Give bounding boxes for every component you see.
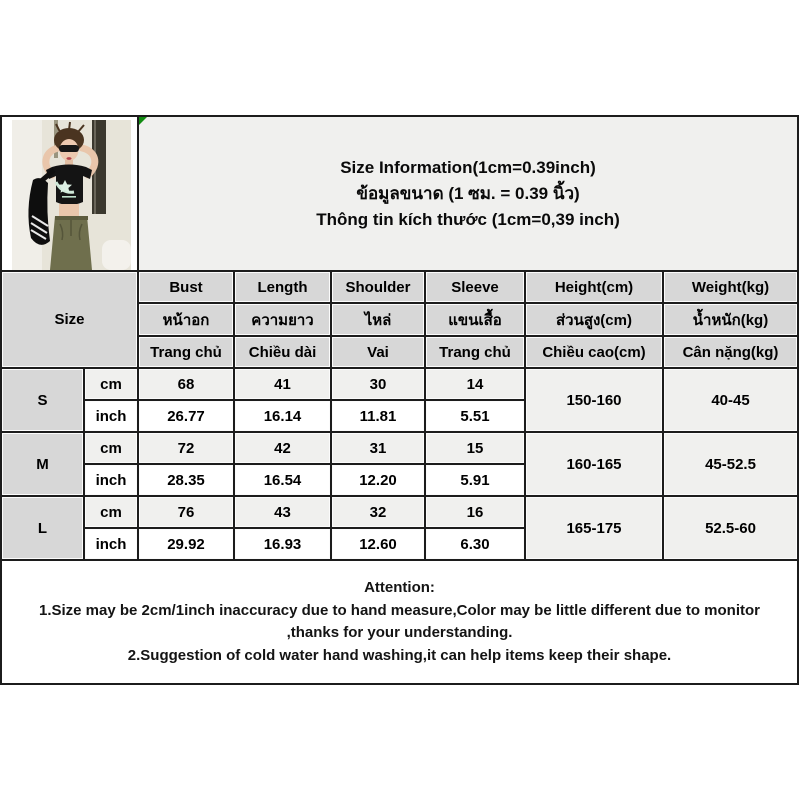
col-bust-th: หน้าอก: [137, 302, 235, 337]
cell-s-shoulder-inch: 11.81: [330, 399, 426, 433]
attention-line-2: 2.Suggestion of cold water hand washing,…: [127, 646, 672, 664]
cell-m-bust-cm: 72: [137, 431, 235, 465]
title-en: Size Information(1cm=0.39inch): [340, 157, 596, 177]
cell-l-sleeve-cm: 16: [424, 495, 526, 529]
col-weight-th: น้ำหนัก(kg): [662, 302, 799, 337]
cell-s-bust-cm: 68: [137, 367, 235, 401]
cell-m-sleeve-cm: 15: [424, 431, 526, 465]
cell-m-height: 160-165: [524, 431, 664, 497]
cell-s-bust-inch: 26.77: [137, 399, 235, 433]
unit-inch-label: inch: [83, 399, 139, 433]
cell-s-sleeve-cm: 14: [424, 367, 526, 401]
cell-m-bust-inch: 28.35: [137, 463, 235, 497]
col-bust-vi: Trang chủ: [137, 335, 235, 369]
row-l-label: L: [0, 495, 85, 561]
col-weight-vi: Cân nặng(kg): [662, 335, 799, 369]
size-table: Size Information(1cm=0.39inch) ข้อมูลขนา…: [0, 115, 799, 685]
unit-inch-label: inch: [83, 463, 139, 497]
title-cell: Size Information(1cm=0.39inch) ข้อมูลขนา…: [137, 115, 799, 272]
col-shoulder-th: ไหล่: [330, 302, 426, 337]
cell-l-length-inch: 16.93: [233, 527, 332, 561]
cell-l-shoulder-inch: 12.60: [330, 527, 426, 561]
col-bust-en: Bust: [137, 270, 235, 304]
col-shoulder-vi: Vai: [330, 335, 426, 369]
unit-cm-label: cm: [83, 367, 139, 401]
col-height-en: Height(cm): [524, 270, 664, 304]
cell-s-shoulder-cm: 30: [330, 367, 426, 401]
size-header: Size: [0, 270, 139, 369]
cell-m-shoulder-cm: 31: [330, 431, 426, 465]
cell-l-height: 165-175: [524, 495, 664, 561]
col-length-vi: Chiều dài: [233, 335, 332, 369]
col-length-en: Length: [233, 270, 332, 304]
attention-line-1: 1.Size may be 2cm/1inch inaccuracy due t…: [38, 601, 761, 619]
product-photo: [12, 120, 131, 269]
green-corner-flag-icon: [140, 118, 147, 125]
col-height-vi: Chiều cao(cm): [524, 335, 664, 369]
cell-l-bust-cm: 76: [137, 495, 235, 529]
cell-l-length-cm: 43: [233, 495, 332, 529]
row-m-label: M: [0, 431, 85, 497]
cell-s-length-inch: 16.14: [233, 399, 332, 433]
unit-inch-label: inch: [83, 527, 139, 561]
unit-cm-label: cm: [83, 431, 139, 465]
col-length-th: ความยาว: [233, 302, 332, 337]
attention-line-1b: ,thanks for your understanding.: [286, 624, 513, 641]
cell-l-weight: 52.5-60: [662, 495, 799, 561]
cell-s-height: 150-160: [524, 367, 664, 433]
cell-m-length-inch: 16.54: [233, 463, 332, 497]
unit-cm-label: cm: [83, 495, 139, 529]
product-photo-cell: [0, 115, 139, 272]
attention-note: Attention: 1.Size may be 2cm/1inch inacc…: [0, 559, 799, 685]
cell-m-weight: 45-52.5: [662, 431, 799, 497]
cell-l-bust-inch: 29.92: [137, 527, 235, 561]
cell-m-length-cm: 42: [233, 431, 332, 465]
cell-s-length-cm: 41: [233, 367, 332, 401]
cell-m-shoulder-inch: 12.20: [330, 463, 426, 497]
row-s-label: S: [0, 367, 85, 433]
col-weight-en: Weight(kg): [662, 270, 799, 304]
title-vi: Thông tin kích thước (1cm=0,39 inch): [316, 209, 620, 229]
cell-l-sleeve-inch: 6.30: [424, 527, 526, 561]
col-shoulder-en: Shoulder: [330, 270, 426, 304]
cell-m-sleeve-inch: 5.91: [424, 463, 526, 497]
attention-heading: Attention:: [364, 579, 435, 596]
col-height-th: ส่วนสูง(cm): [524, 302, 664, 337]
col-sleeve-vi: Trang chủ: [424, 335, 526, 369]
title-th: ข้อมูลขนาด (1 ซม. = 0.39 นิ้ว): [356, 183, 580, 203]
col-sleeve-en: Sleeve: [424, 270, 526, 304]
cell-s-sleeve-inch: 5.51: [424, 399, 526, 433]
cell-s-weight: 40-45: [662, 367, 799, 433]
col-sleeve-th: แขนเสื้อ: [424, 302, 526, 337]
cell-l-shoulder-cm: 32: [330, 495, 426, 529]
